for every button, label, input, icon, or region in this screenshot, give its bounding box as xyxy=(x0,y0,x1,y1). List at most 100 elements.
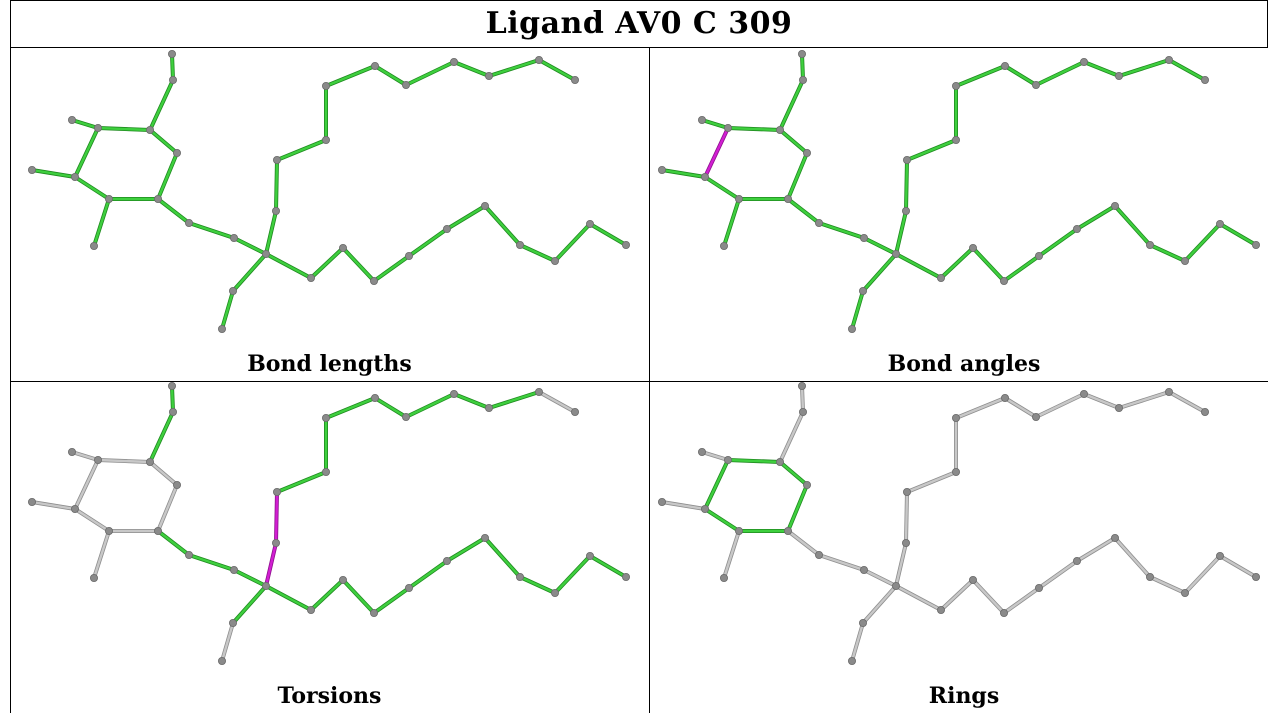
bond xyxy=(850,289,865,331)
bond xyxy=(372,254,411,283)
atom xyxy=(936,273,945,282)
bond xyxy=(264,584,313,612)
atom xyxy=(442,556,451,565)
caption-torsions: Torsions xyxy=(277,683,382,709)
bond xyxy=(894,209,908,256)
atom xyxy=(68,116,77,125)
atom xyxy=(936,605,945,614)
bond xyxy=(1037,227,1079,258)
bond xyxy=(1037,559,1079,590)
atom xyxy=(858,618,867,627)
atom xyxy=(891,581,900,590)
atom xyxy=(1114,71,1123,80)
atom xyxy=(167,382,176,390)
bond xyxy=(1218,554,1258,579)
frame-right xyxy=(1267,0,1268,48)
atom xyxy=(858,286,867,295)
atom xyxy=(1216,219,1225,228)
bond xyxy=(148,128,179,155)
bond xyxy=(373,396,408,419)
atom xyxy=(184,550,193,559)
bond xyxy=(1117,390,1171,410)
bond xyxy=(722,197,741,248)
bond xyxy=(275,470,328,494)
bond xyxy=(778,460,809,487)
atom xyxy=(145,126,154,135)
bond xyxy=(553,554,592,595)
bond xyxy=(660,500,707,511)
atom xyxy=(306,605,315,614)
atom xyxy=(168,75,177,84)
atom xyxy=(449,389,458,398)
atom xyxy=(586,219,595,228)
bond xyxy=(96,458,152,464)
bond xyxy=(660,168,707,179)
atom xyxy=(551,588,560,597)
atom xyxy=(698,116,707,125)
atom xyxy=(657,166,666,175)
atom xyxy=(535,55,544,64)
bond xyxy=(232,568,268,588)
bond xyxy=(264,541,278,588)
atom xyxy=(338,243,347,252)
atom xyxy=(306,273,315,282)
bond xyxy=(156,197,191,225)
atom xyxy=(797,382,806,390)
bond xyxy=(156,483,179,533)
bond xyxy=(722,529,741,580)
bond xyxy=(73,507,111,533)
atom xyxy=(891,249,900,258)
figure-title: Ligand AV0 C 309 xyxy=(485,6,793,41)
bond xyxy=(726,126,782,132)
bond xyxy=(537,58,577,82)
molecule-bond-lengths xyxy=(27,50,631,333)
atom xyxy=(951,82,960,91)
atom xyxy=(217,656,226,665)
bond xyxy=(487,58,541,78)
bond xyxy=(971,578,1006,615)
bond xyxy=(231,252,268,293)
bond xyxy=(341,578,376,615)
atom xyxy=(859,233,868,242)
bond xyxy=(148,410,175,464)
bond xyxy=(73,458,100,511)
bond xyxy=(850,621,865,663)
bond xyxy=(700,450,730,462)
atom xyxy=(153,194,162,203)
bond xyxy=(1003,396,1038,419)
bond xyxy=(939,246,975,280)
atom xyxy=(1110,533,1119,542)
atom xyxy=(261,249,270,258)
bond xyxy=(904,158,909,213)
bond xyxy=(703,126,730,179)
bond xyxy=(861,252,898,293)
panel-bond-angles: Bond angles xyxy=(650,48,1278,381)
atom xyxy=(622,572,631,581)
atom xyxy=(90,241,99,250)
atom xyxy=(321,468,330,477)
bond xyxy=(553,222,592,263)
bond xyxy=(786,483,809,533)
bond xyxy=(1183,222,1222,263)
atom xyxy=(735,526,744,535)
bond xyxy=(703,458,730,511)
bond xyxy=(70,450,100,462)
bond xyxy=(483,204,522,247)
atom xyxy=(951,468,960,477)
bond xyxy=(372,586,411,615)
bond xyxy=(30,500,77,511)
atom xyxy=(272,156,281,165)
atom xyxy=(229,233,238,242)
bond xyxy=(264,209,278,256)
atom xyxy=(1000,61,1009,70)
atom xyxy=(370,393,379,402)
bond xyxy=(170,384,175,414)
bond xyxy=(800,384,805,414)
bond xyxy=(1075,204,1117,231)
bond xyxy=(96,126,152,132)
bond xyxy=(73,175,111,201)
bond xyxy=(700,118,730,130)
atom xyxy=(1114,403,1123,412)
bond xyxy=(341,246,376,283)
bond xyxy=(92,529,111,580)
